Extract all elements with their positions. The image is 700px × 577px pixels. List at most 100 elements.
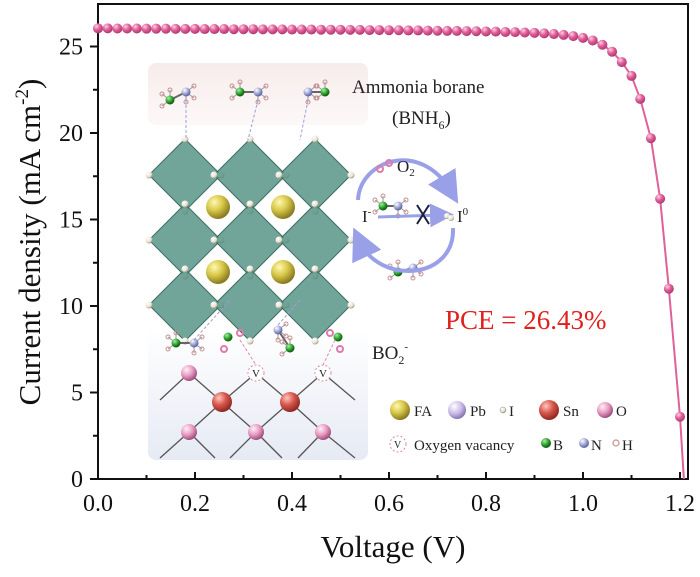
iodine-atom: [145, 236, 153, 244]
svg-text:B: B: [553, 438, 563, 454]
jv-data-point: [663, 283, 674, 294]
iodine-atom: [210, 171, 218, 179]
iodine-atom: [311, 200, 319, 208]
jv-data-point: [403, 25, 414, 36]
iodine-atom: [275, 171, 283, 179]
bo2-label: BO2-: [372, 341, 408, 367]
i-minus-label: I-: [362, 206, 372, 226]
nitrogen-atom: [181, 87, 191, 97]
vacancy-mark: V: [252, 368, 260, 380]
cycle-arrow-top: [356, 158, 459, 204]
pce-annotation: PCE = 26.43%: [445, 305, 607, 335]
x-axis-label: Voltage (V): [321, 529, 466, 564]
jv-data-point: [519, 27, 530, 38]
svg-text:Sn: Sn: [563, 404, 579, 420]
boron-atom: [235, 87, 245, 97]
jv-data-point: [277, 24, 288, 35]
nitrogen-atom: [303, 87, 313, 97]
jv-data-point: [529, 27, 540, 38]
boron-atom: [320, 87, 330, 97]
jv-data-point: [151, 23, 162, 34]
y-tick-label: 15: [59, 208, 83, 234]
oxygen-vacancy: [247, 364, 265, 382]
jv-data-point: [626, 70, 637, 81]
jv-data-point: [248, 24, 259, 35]
iodine-atom: [246, 200, 254, 208]
iodine-atom: [145, 171, 153, 179]
iodine-atom: [181, 200, 189, 208]
oxygen-atom: [248, 424, 264, 440]
x-tick-label: 1.0: [568, 491, 598, 517]
blocked-arrow: [377, 203, 454, 228]
oxygen-atom: [236, 329, 244, 337]
jv-data-point: [413, 25, 424, 36]
nitrogen-atom: [189, 338, 199, 348]
svg-text:N: N: [591, 438, 602, 454]
iodine-atom: [311, 265, 319, 273]
jv-data-point: [675, 411, 685, 422]
oxygen-atom: [336, 345, 344, 353]
plot-frame: [97, 3, 689, 480]
jv-data-point: [170, 23, 181, 34]
jv-curve: [93, 23, 685, 480]
jv-data-point: [393, 25, 404, 36]
ammonia-borane-molecules: [159, 79, 424, 357]
iodine-atom: [347, 301, 355, 309]
jv-data-point: [316, 24, 327, 35]
ammonia-borane-label: Ammonia borane: [352, 77, 484, 98]
x-tick-label: 0.6: [374, 491, 404, 517]
jv-data-point: [568, 31, 579, 42]
jv-data-point: [180, 23, 191, 34]
jv-data-point: [645, 133, 656, 144]
i0-icon: [444, 213, 454, 221]
jv-data-point: [490, 26, 501, 37]
iodine-atom: [246, 135, 254, 143]
jv-data-point: [209, 24, 220, 35]
y-tick-label: 25: [59, 35, 83, 61]
fa-cation: [271, 195, 295, 219]
jv-data-point: [112, 23, 123, 34]
nitrogen-atom: [393, 201, 403, 211]
boron-atom: [223, 332, 233, 342]
jv-data-point: [141, 23, 152, 34]
svg-text:H: H: [622, 438, 633, 454]
boron-atom: [378, 201, 388, 211]
nitrogen-atom: [253, 87, 263, 97]
jv-data-point: [228, 24, 239, 35]
iodine-atom: [347, 236, 355, 244]
jv-data-point: [364, 25, 375, 36]
oxygen-atom: [326, 329, 334, 337]
jv-data-point: [287, 24, 297, 35]
jv-data-point: [93, 23, 103, 34]
cycle-arrow-bottom: [352, 227, 456, 273]
jv-data-point: [539, 28, 550, 39]
iodine-atom: [181, 265, 189, 273]
jv-data-point: [558, 29, 569, 40]
axis-ticks: 0.0 0.2 0.4 0.6 0.8 1.0 1.2 0 5 10 15 20 25: [59, 35, 695, 518]
o2-label: O2: [397, 157, 415, 179]
jv-data-point: [131, 23, 142, 34]
tin-atom: [280, 392, 300, 412]
svg-text:FA: FA: [414, 404, 432, 420]
bnh6-label: (BNH6): [392, 108, 451, 132]
x-tick-label: 1.2: [665, 491, 695, 517]
jv-data-point: [442, 25, 453, 36]
oxygen-atom: [181, 365, 197, 381]
jv-data-point: [160, 23, 171, 34]
jv-data-point: [471, 26, 482, 37]
svg-text:Pb: Pb: [470, 404, 486, 420]
jv-data-point: [384, 25, 394, 36]
nitrogen-atom: [273, 325, 283, 335]
atom-legend: FA Pb I Sn O V Oxygen vacancy B N H: [389, 400, 633, 454]
y-tick-label: 0: [71, 467, 83, 493]
jv-data-point: [238, 24, 249, 35]
jv-data-point: [422, 25, 433, 36]
oxygen-atom: [220, 345, 228, 353]
jv-data-point: [635, 93, 646, 104]
iodine-atom: [275, 301, 283, 309]
jv-data-point: [578, 32, 588, 43]
jv-data-point: [122, 23, 133, 34]
